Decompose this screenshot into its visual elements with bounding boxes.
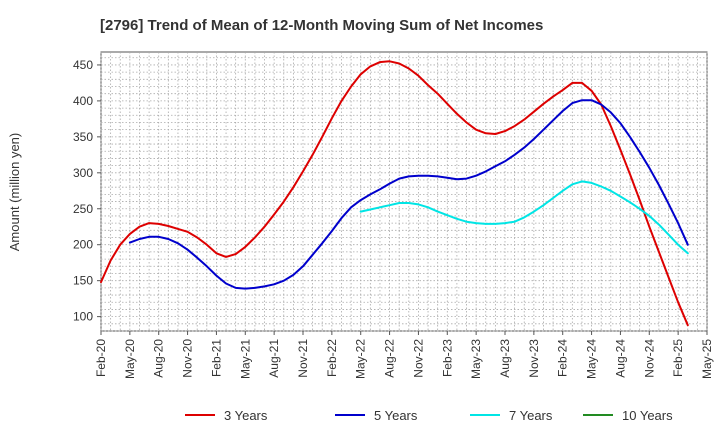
y-tick-label: 250 [73, 202, 93, 216]
x-tick-label: Aug-24 [613, 339, 627, 378]
legend-label: 7 Years [509, 408, 553, 423]
y-axis-label: Amount (million yen) [7, 133, 22, 252]
legend-label: 3 Years [224, 408, 268, 423]
x-tick-label: May-20 [123, 339, 137, 379]
x-tick-label: Nov-21 [296, 339, 310, 378]
y-tick-label: 300 [73, 166, 93, 180]
y-tick-label: 350 [73, 130, 93, 144]
plot-frame [100, 51, 708, 332]
series-line-7-years [359, 180, 689, 255]
x-tick-label: Nov-22 [411, 339, 425, 378]
y-tick-label: 200 [73, 238, 93, 252]
legend-label: 10 Years [622, 408, 673, 423]
x-tick-label: Feb-24 [556, 339, 570, 377]
x-tick-label: Feb-25 [671, 339, 685, 377]
x-tick-label: Aug-21 [267, 339, 281, 378]
chart-title: [2796] Trend of Mean of 12-Month Moving … [100, 17, 543, 34]
y-tick-label: 150 [73, 274, 93, 288]
series-line-5-years [128, 99, 689, 290]
y-axis: 100 150 200 250 300 350 400 450 [73, 58, 101, 324]
x-tick-label: May-23 [469, 339, 483, 379]
grid-lines [100, 52, 708, 332]
x-tick-label: Feb-23 [440, 339, 454, 377]
y-tick-label: 400 [73, 94, 93, 108]
x-tick-label: Aug-22 [383, 339, 397, 378]
x-tick-label: Feb-21 [209, 339, 223, 377]
legend-label: 5 Years [374, 408, 418, 423]
x-tick-label: May-22 [354, 339, 368, 379]
y-tick-label: 450 [73, 58, 93, 72]
y-tick-label: 100 [73, 310, 93, 324]
x-tick-label: Nov-24 [642, 339, 656, 378]
x-tick-label: Aug-20 [152, 339, 166, 378]
x-tick-label: Feb-20 [94, 339, 108, 377]
x-tick-label: Nov-20 [181, 339, 195, 378]
series-layer [100, 60, 689, 327]
x-tick-label: Nov-23 [527, 339, 541, 378]
plot-area [100, 51, 708, 332]
x-tick-label: Feb-22 [325, 339, 339, 377]
x-axis: Feb-20 May-20 Aug-20 Nov-20 Feb-21 May-21 Aug-… [94, 331, 714, 379]
x-tick-label: Aug-23 [498, 339, 512, 378]
legend: 3 Years 5 Years 7 Years 10 Years [185, 408, 673, 423]
x-tick-label: May-24 [585, 339, 599, 379]
series-line-3-years [100, 60, 689, 327]
x-tick-label: May-21 [238, 339, 252, 379]
x-tick-label: May-25 [700, 339, 714, 379]
